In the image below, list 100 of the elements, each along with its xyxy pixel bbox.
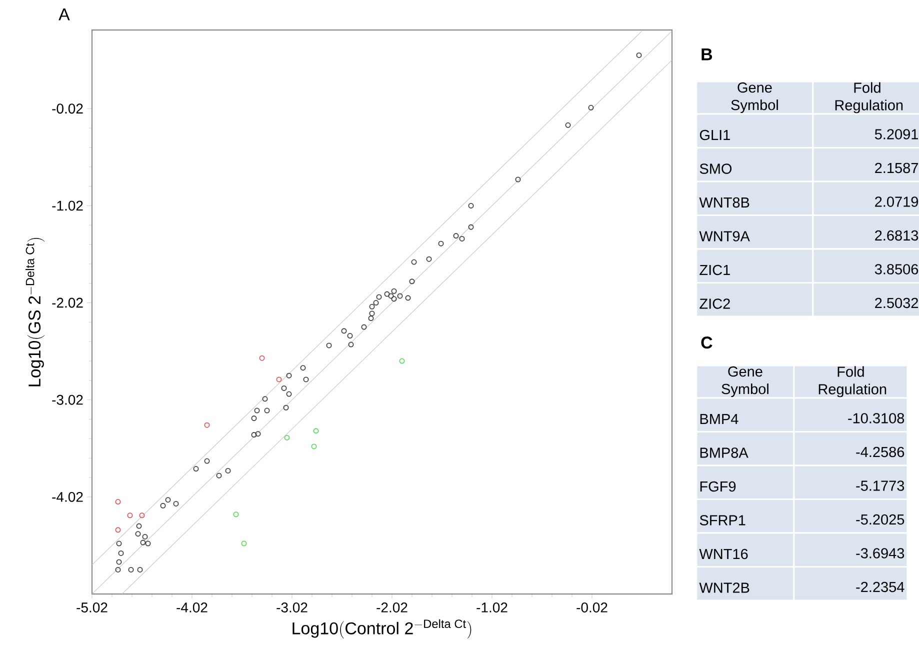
point — [453, 233, 459, 239]
point — [311, 444, 317, 450]
point — [225, 468, 231, 474]
category-label: FGF9 — [700, 481, 736, 492]
data-label: -3.6943 — [856, 548, 904, 558]
point — [565, 122, 571, 128]
point — [341, 328, 347, 334]
point — [347, 333, 353, 339]
category-label: WNT8B — [699, 197, 750, 208]
category-label: WNT2B — [699, 582, 750, 593]
point — [426, 256, 432, 262]
point — [588, 104, 594, 110]
point — [399, 358, 405, 364]
point — [468, 202, 474, 208]
point — [326, 342, 332, 348]
point — [204, 458, 210, 464]
point — [388, 293, 394, 299]
point — [515, 176, 521, 182]
point — [262, 396, 268, 402]
point — [373, 300, 379, 306]
category-label: SFRP1 — [700, 515, 746, 526]
point — [137, 566, 143, 572]
point — [369, 310, 375, 316]
y-tick-label: -0.02 — [52, 104, 83, 114]
point — [405, 295, 411, 301]
data-label: -2.2354 — [856, 582, 904, 592]
point — [165, 497, 171, 503]
point — [145, 540, 151, 546]
data-label: 2.0719 — [875, 196, 918, 207]
point — [438, 240, 444, 246]
point — [116, 540, 122, 546]
point — [376, 294, 382, 300]
point — [397, 293, 403, 299]
point — [468, 224, 474, 230]
point — [286, 391, 292, 397]
point — [300, 365, 306, 371]
y-tick-label: -4.02 — [52, 492, 83, 502]
text: Fold Regulation — [835, 82, 903, 114]
text: C — [701, 336, 712, 349]
category-label: ZIC1 — [700, 264, 730, 276]
category-label: SMO — [700, 164, 732, 174]
x-tick-label: -0.02 — [576, 602, 608, 612]
point — [391, 296, 397, 302]
data-label: -4.2586 — [856, 446, 904, 458]
point — [193, 466, 199, 472]
point — [115, 527, 121, 533]
point — [259, 355, 265, 361]
point — [384, 291, 390, 297]
point — [255, 431, 261, 437]
point — [409, 278, 415, 284]
point — [283, 404, 289, 410]
x-tick-label: -5.02 — [76, 602, 108, 612]
point — [241, 540, 247, 546]
point — [251, 416, 257, 422]
category-label: GLI1 — [700, 130, 730, 140]
point — [142, 534, 148, 540]
category-label: BMP4 — [700, 414, 738, 424]
text: Gene Symbol — [731, 82, 778, 114]
text: B — [702, 48, 712, 60]
point — [173, 500, 179, 506]
point — [254, 408, 260, 414]
point — [251, 432, 257, 438]
x-tick-label: -1.02 — [476, 602, 508, 612]
y-tick-label: -1.02 — [52, 200, 83, 211]
category-label: WNT16 — [699, 548, 748, 560]
point — [264, 408, 270, 414]
point — [204, 422, 210, 428]
point — [115, 499, 121, 505]
point — [139, 512, 145, 518]
data-label: 2.1587 — [875, 162, 918, 174]
point — [303, 376, 309, 382]
point — [348, 342, 354, 348]
point — [135, 531, 141, 537]
point — [136, 523, 142, 529]
point — [286, 372, 292, 378]
point — [391, 288, 397, 294]
point — [216, 472, 222, 478]
category-label: ZIC2 — [700, 298, 730, 309]
point — [361, 324, 367, 330]
point — [140, 540, 146, 546]
point — [128, 566, 134, 572]
data-label: 3.8506 — [874, 264, 918, 274]
data-label: -5.1773 — [856, 480, 904, 491]
point — [411, 259, 417, 265]
point — [118, 550, 124, 556]
point — [116, 559, 122, 565]
category-label: BMP8A — [700, 448, 748, 458]
point — [369, 304, 375, 310]
point — [459, 236, 465, 242]
x-tick-label: -4.02 — [176, 602, 208, 612]
data-label: 5.2091 — [874, 129, 918, 140]
point — [313, 428, 319, 434]
point — [276, 376, 282, 382]
x-tick-label: -2.02 — [376, 602, 408, 612]
point — [636, 52, 642, 58]
point — [115, 566, 121, 572]
category-label: WNT9A — [699, 231, 750, 242]
data-label: 2.5032 — [875, 298, 918, 308]
chart-title: A — [58, 8, 70, 20]
data-label: 2.6813 — [875, 230, 918, 241]
